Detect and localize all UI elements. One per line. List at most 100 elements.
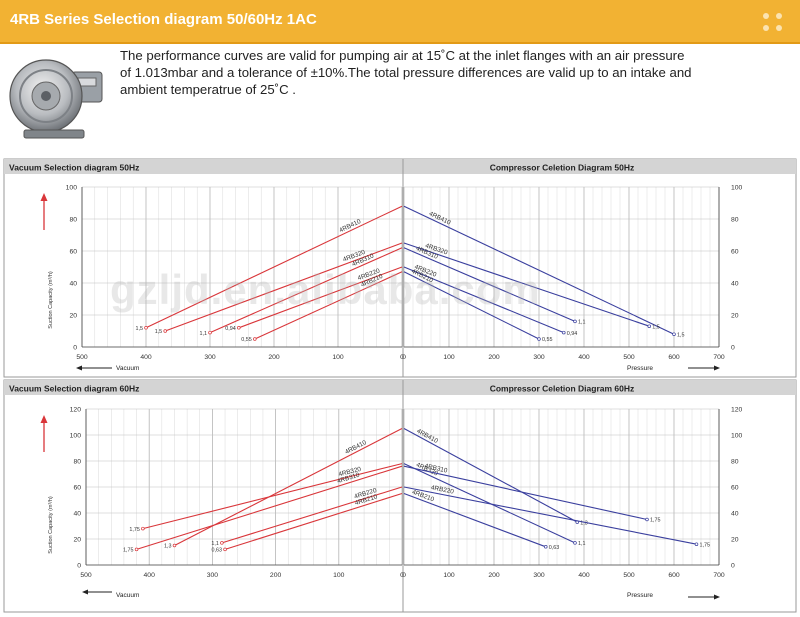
x-axis-label-vacuum: Vacuum	[116, 365, 139, 372]
x-tick-label: 700	[713, 572, 725, 579]
series-line-4rb410	[403, 428, 578, 523]
x-tick-label: 300	[533, 572, 545, 579]
end-point-label: 0,94	[225, 326, 236, 332]
y-tick-label: 20	[731, 312, 739, 319]
chart-2: 500 400 300 200 100 00204060801001201,34RB410…	[70, 406, 404, 579]
plot-layer: 500 400 300 200 100 00204060801001,54RB4101,5…	[66, 184, 743, 579]
x-tick-label: 200	[270, 572, 282, 579]
x-tick-label: 300	[207, 572, 219, 579]
series-line-4rb310	[403, 247, 576, 322]
y-tick-label: 40	[73, 510, 81, 517]
x-tick-label: 100	[333, 572, 345, 579]
intro-line: ambient temperatrue of 25˚C .	[120, 82, 296, 97]
intro-line: of 1.013mbar and a tolerance of ±10%.The…	[120, 65, 692, 80]
end-point-label: 1,3	[580, 520, 588, 526]
panel-title-right: Compressor Celetion Diagram 60Hz	[490, 384, 635, 394]
x-tick-label: 400	[578, 354, 590, 361]
y-tick-label: 60	[731, 248, 739, 255]
series-line-4rb410	[145, 205, 403, 329]
y-tick-label: 100	[70, 432, 82, 439]
y-tick-label: 80	[69, 216, 77, 223]
plot-area	[404, 187, 719, 347]
x-tick-label: 600	[668, 572, 680, 579]
chart-1: 0 100 200 300 400 500 600 7000204060801001,54RB…	[402, 184, 742, 361]
end-point-marker	[223, 547, 227, 552]
panel-50hz: Vacuum Selection diagram 50Hz Compressor…	[3, 158, 797, 378]
x-tick-label: 200	[488, 572, 500, 579]
end-point-marker	[144, 326, 148, 330]
plot-area	[82, 187, 402, 347]
end-point-marker	[645, 517, 649, 522]
end-point-marker	[141, 526, 145, 531]
end-point-label: 1,75	[129, 527, 140, 533]
y-tick-label: 40	[731, 280, 739, 287]
y-tick-label: 40	[69, 280, 77, 287]
intro-line: The performance curves are valid for pum…	[120, 48, 685, 63]
menu-dots-icon[interactable]	[760, 10, 786, 34]
intro-text: The performance curves are valid for pum…	[120, 47, 790, 98]
y-tick-label: 120	[731, 406, 743, 413]
series-name-label: 4RB310	[424, 463, 448, 475]
right-arrow-icon	[688, 594, 720, 600]
end-point-marker	[561, 330, 566, 335]
y-tick-label: 20	[69, 312, 77, 319]
y-tick-label: 80	[731, 216, 739, 223]
series-line-4rb220	[403, 266, 564, 334]
end-point-label: 0,63	[549, 545, 560, 551]
x-tick-label: 0	[400, 354, 404, 361]
x-tick-label: 300	[533, 354, 545, 361]
end-point-marker	[208, 330, 212, 335]
end-point-marker	[543, 545, 548, 549]
x-axis-label-pressure: Pressure	[627, 592, 653, 599]
left-arrow-icon	[76, 365, 112, 371]
series-name-label: 4RB220	[430, 484, 454, 495]
left-arrow-icon	[82, 589, 112, 595]
y-tick-label: 120	[70, 406, 82, 413]
end-point-label: 1,75	[700, 542, 711, 548]
y-tick-label: 80	[73, 458, 81, 465]
y-tick-label: 80	[731, 458, 739, 465]
y-tick-label: 100	[731, 432, 743, 439]
series-line-4rb210	[403, 492, 546, 548]
header-bar: 4RB Series Selection diagram 50/60Hz 1AC	[0, 0, 800, 44]
series-line-4rb310	[136, 465, 403, 550]
y-tick-label: 60	[731, 484, 739, 491]
end-point-marker	[134, 547, 139, 552]
series-line-4rb320	[142, 463, 403, 530]
series-line-4rb310	[209, 247, 403, 334]
y-tick-label: 60	[69, 248, 77, 255]
end-point-marker	[573, 319, 577, 324]
end-point-label: 1,1	[578, 320, 586, 326]
end-point-label: 0,55	[241, 337, 252, 343]
end-point-label: 1,3	[164, 544, 172, 550]
x-tick-label: 400	[140, 354, 152, 361]
x-tick-label: 200	[488, 354, 500, 361]
end-point-marker	[647, 324, 651, 328]
chart-3: 0 100 200 300 400 500 600 700 0 20 40 60 80 100 120 1,3…	[402, 406, 742, 579]
end-point-marker	[237, 326, 241, 330]
x-axis-label-vacuum: Vacuum	[116, 592, 139, 599]
end-point-marker	[694, 542, 699, 546]
chart-0: 500 400 300 200 100 00204060801001,54RB4101,5…	[66, 184, 404, 361]
series-line-4rb210	[224, 492, 403, 550]
up-arrow-icon	[40, 193, 48, 230]
series-line-4rb210	[403, 271, 540, 340]
x-tick-label: 0	[400, 572, 404, 579]
end-point-label: 0,55	[542, 337, 553, 343]
end-point-label: 1,5	[136, 326, 144, 332]
y-tick-label: 100	[66, 184, 78, 191]
x-tick-label: 200	[268, 354, 280, 361]
end-point-label: 1,1	[200, 331, 208, 337]
y-tick-label: 0	[731, 562, 735, 569]
end-point-marker	[220, 541, 224, 545]
y-tick-label: 20	[731, 536, 739, 543]
series-line-4rb310	[403, 465, 648, 521]
x-tick-label: 300	[204, 354, 216, 361]
end-point-label: 1,5	[677, 332, 685, 338]
end-point-label: 1,5	[155, 329, 163, 335]
panel-title-right: Compressor Celetion Diagram 50Hz	[490, 163, 635, 173]
panel-title-left: Vacuum Selection diagram 50Hz	[9, 163, 139, 173]
series-line-4rb410	[403, 205, 675, 335]
x-tick-label: 600	[668, 354, 680, 361]
